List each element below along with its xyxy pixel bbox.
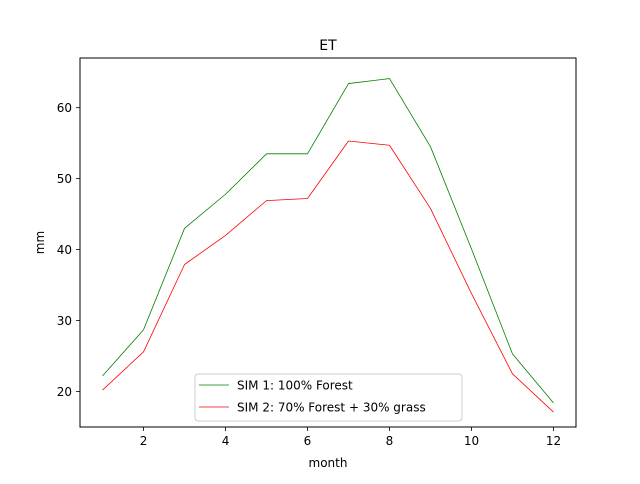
- x-tick-label: 6: [304, 434, 312, 448]
- x-axis-ticks: 2 4 6 8 10 12: [140, 427, 561, 448]
- x-tick-label: 4: [222, 434, 230, 448]
- legend: SIM 1: 100% Forest SIM 2: 70% Forest + 3…: [194, 373, 463, 422]
- chart-title: ET: [319, 38, 337, 54]
- y-tick-label: 60: [57, 101, 72, 115]
- y-tick-label: 50: [57, 172, 72, 186]
- series-line-sim-2: [102, 140, 554, 413]
- y-tick-label: 30: [57, 314, 72, 328]
- legend-label-sim-2: SIM 2: 70% Forest + 30% grass: [237, 401, 426, 415]
- y-tick-label: 20: [57, 385, 72, 399]
- x-tick-label: 8: [386, 434, 394, 448]
- legend-box: [194, 373, 463, 422]
- legend-label-sim-1: SIM 1: 100% Forest: [237, 379, 353, 393]
- series-line-sim-1: [102, 78, 554, 404]
- y-tick-label: 40: [57, 243, 72, 257]
- plot-frame: [79, 57, 577, 428]
- y-axis-ticks: 20 30 40 50 60: [57, 101, 80, 399]
- x-tick-label: 2: [140, 434, 148, 448]
- x-axis-label: month: [309, 456, 348, 470]
- series-layer: [102, 78, 554, 413]
- y-axis-label: mm: [33, 231, 47, 254]
- x-tick-label: 12: [546, 434, 561, 448]
- x-tick-label: 10: [464, 434, 479, 448]
